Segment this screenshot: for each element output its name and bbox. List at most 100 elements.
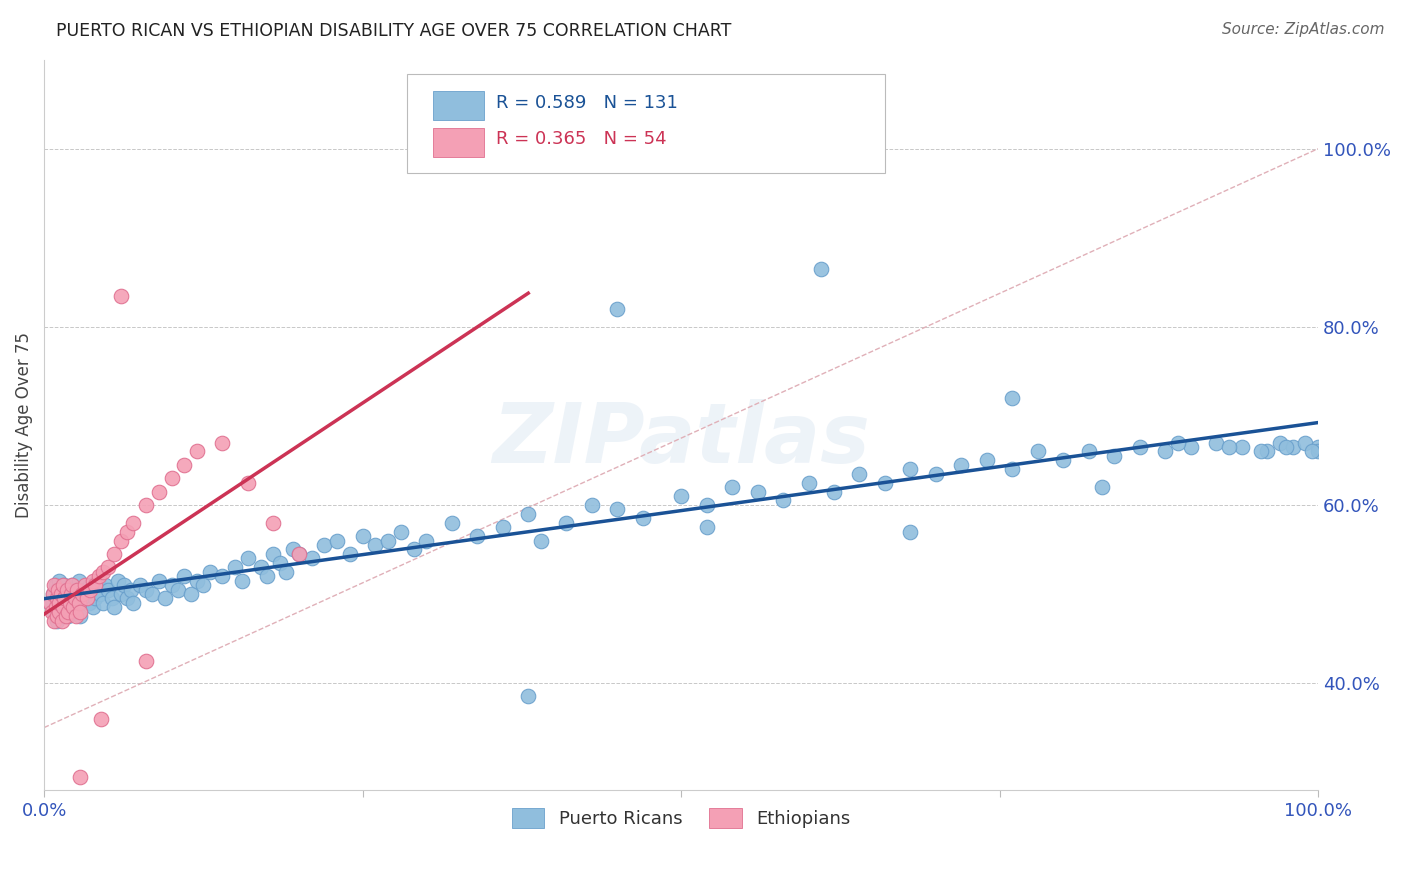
Point [848, 467, 870, 481]
Point [48, 605, 70, 619]
Point [110, 533, 132, 548]
Point [135, 582, 157, 597]
Point [82, 600, 104, 615]
Point [141, 587, 163, 601]
FancyBboxPatch shape [433, 91, 484, 120]
Point [66, 596, 89, 610]
Point [696, 498, 718, 512]
Point [492, 520, 515, 534]
Point [59, 587, 82, 601]
Point [1281, 440, 1303, 454]
Point [55, 600, 77, 615]
Point [198, 565, 221, 579]
Point [236, 475, 259, 490]
Point [389, 524, 412, 539]
Point [63, 591, 86, 606]
Point [148, 484, 170, 499]
Point [160, 471, 183, 485]
Point [797, 475, 820, 490]
Point [45, 609, 67, 624]
Point [262, 547, 284, 561]
Point [115, 524, 138, 539]
Point [42, 587, 65, 601]
Point [167, 582, 190, 597]
Point [45, 578, 67, 592]
Point [631, 511, 654, 525]
Point [39, 596, 62, 610]
Point [1026, 444, 1049, 458]
Point [1001, 391, 1024, 405]
Text: PUERTO RICAN VS ETHIOPIAN DISABILITY AGE OVER 75 CORRELATION CHART: PUERTO RICAN VS ETHIOPIAN DISABILITY AGE… [56, 22, 731, 40]
Point [66, 582, 89, 597]
Point [231, 574, 253, 588]
Point [41, 605, 63, 619]
Point [94, 578, 117, 592]
Point [56, 582, 79, 597]
Point [62, 600, 84, 615]
Point [79, 582, 101, 597]
Point [69, 609, 91, 624]
Point [211, 569, 233, 583]
Point [465, 529, 488, 543]
Point [45, 600, 67, 615]
Point [110, 587, 132, 601]
Point [72, 591, 94, 606]
Point [122, 596, 145, 610]
Point [48, 574, 70, 588]
Point [110, 288, 132, 302]
Point [669, 489, 692, 503]
FancyBboxPatch shape [408, 74, 884, 173]
Point [249, 560, 271, 574]
Point [1250, 444, 1272, 458]
Point [1230, 440, 1253, 454]
Point [1268, 435, 1291, 450]
Point [75, 587, 97, 601]
Point [42, 587, 65, 601]
Legend: Puerto Ricans, Ethiopians: Puerto Ricans, Ethiopians [505, 800, 858, 836]
Point [53, 591, 76, 606]
Point [45, 582, 67, 597]
Point [415, 533, 437, 548]
Point [56, 591, 79, 606]
Point [1308, 440, 1330, 454]
Point [173, 569, 195, 583]
Point [530, 533, 553, 548]
Point [51, 614, 73, 628]
Point [58, 596, 80, 610]
Point [256, 569, 278, 583]
Point [90, 712, 112, 726]
Point [440, 516, 463, 530]
Point [58, 609, 80, 624]
Point [100, 591, 122, 606]
Point [56, 582, 79, 597]
Text: R = 0.589   N = 131: R = 0.589 N = 131 [496, 94, 678, 112]
Point [79, 578, 101, 592]
Point [87, 569, 110, 583]
Point [288, 547, 311, 561]
FancyBboxPatch shape [433, 128, 484, 157]
Point [364, 538, 387, 552]
Point [128, 578, 150, 592]
Point [60, 578, 83, 592]
Point [44, 578, 66, 592]
Point [314, 538, 336, 552]
Point [721, 480, 744, 494]
Point [148, 574, 170, 588]
Point [153, 591, 176, 606]
Point [52, 587, 75, 601]
Point [747, 484, 769, 499]
Point [810, 261, 832, 276]
Point [377, 533, 399, 548]
Point [173, 458, 195, 472]
Point [211, 435, 233, 450]
Point [46, 582, 69, 597]
Point [1052, 453, 1074, 467]
Point [112, 578, 135, 592]
Point [49, 587, 72, 601]
Text: ZIPatlas: ZIPatlas [492, 399, 870, 480]
Point [69, 770, 91, 784]
Point [339, 547, 361, 561]
Point [65, 582, 87, 597]
Point [581, 498, 603, 512]
Point [44, 614, 66, 628]
